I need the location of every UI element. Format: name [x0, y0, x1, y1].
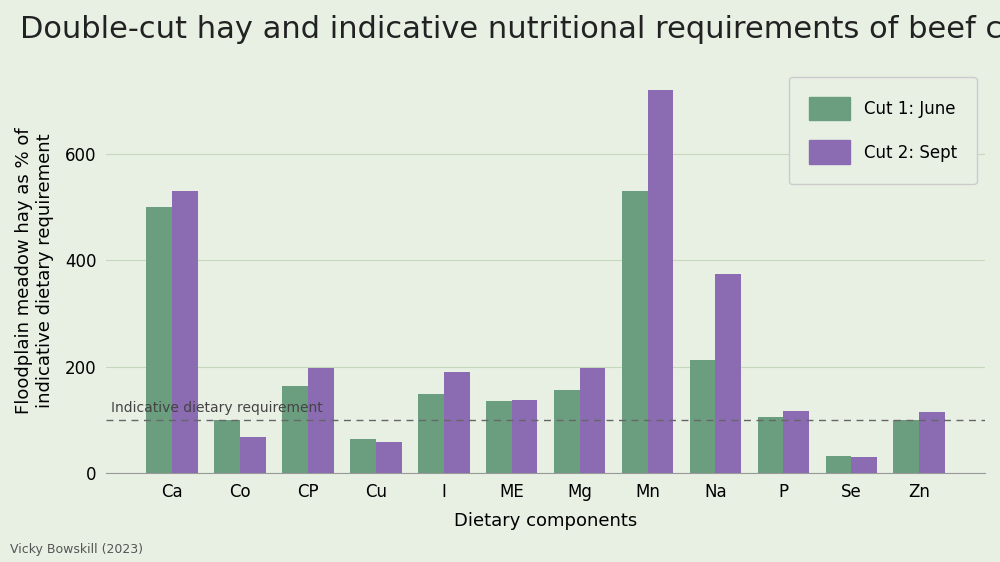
Bar: [512, 400, 537, 473]
Bar: [758, 418, 783, 473]
Bar: [350, 439, 376, 473]
Bar: [554, 389, 580, 473]
Bar: [622, 191, 648, 473]
Bar: [893, 420, 919, 473]
Bar: [783, 411, 809, 473]
Bar: [418, 395, 444, 473]
Bar: [580, 368, 605, 473]
Bar: [240, 437, 266, 473]
Bar: [715, 274, 741, 473]
Bar: [444, 372, 470, 473]
Bar: [214, 420, 240, 473]
Bar: [376, 442, 402, 473]
Bar: [282, 387, 308, 473]
Text: Indicative dietary requirement: Indicative dietary requirement: [111, 401, 322, 415]
Bar: [648, 90, 673, 473]
Bar: [826, 456, 851, 473]
Bar: [919, 412, 945, 473]
Bar: [172, 191, 198, 473]
Text: Vicky Bowskill (2023): Vicky Bowskill (2023): [10, 543, 143, 556]
X-axis label: Dietary components: Dietary components: [454, 512, 637, 530]
Bar: [308, 368, 334, 473]
Bar: [690, 360, 715, 473]
Legend: Cut 1: June, Cut 2: Sept: Cut 1: June, Cut 2: Sept: [789, 77, 977, 184]
Bar: [851, 457, 877, 473]
Y-axis label: Floodplain meadow hay as % of
indicative dietary requirement: Floodplain meadow hay as % of indicative…: [15, 128, 54, 414]
Bar: [146, 207, 172, 473]
Title: Double-cut hay and indicative nutritional requirements of beef cattle: Double-cut hay and indicative nutritiona…: [20, 15, 1000, 44]
Bar: [486, 401, 512, 473]
